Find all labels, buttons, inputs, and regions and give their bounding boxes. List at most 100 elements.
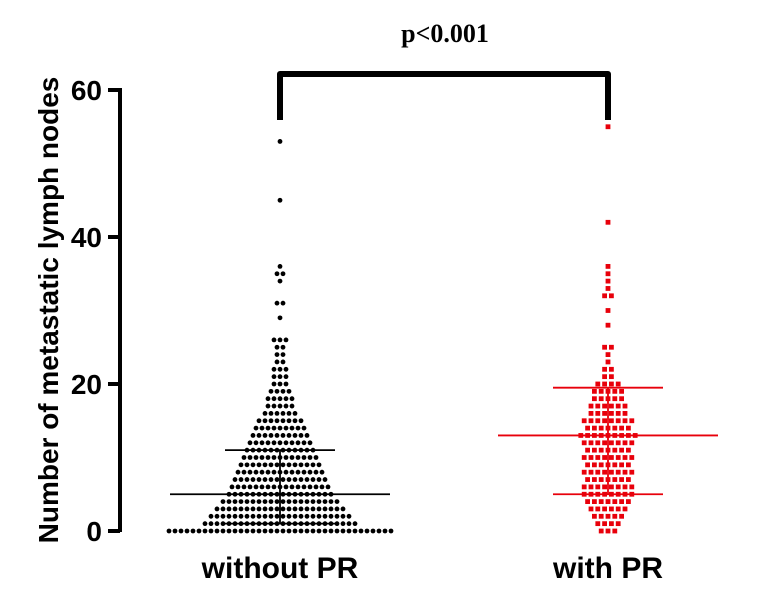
data-point <box>265 403 271 409</box>
data-point <box>581 484 587 490</box>
data-point <box>304 528 310 534</box>
data-point <box>615 455 621 460</box>
data-point <box>304 513 310 519</box>
data-point <box>226 528 232 534</box>
data-point <box>271 484 277 490</box>
data-point <box>274 462 280 468</box>
data-point <box>310 513 316 519</box>
data-point <box>172 528 178 534</box>
data-point <box>274 528 280 534</box>
data-point <box>274 352 280 357</box>
data-point <box>271 403 277 409</box>
data-point <box>286 433 292 438</box>
data-point <box>280 344 286 350</box>
data-point <box>280 506 286 512</box>
data-point <box>220 499 226 504</box>
data-point <box>280 271 286 277</box>
data-point <box>274 300 280 306</box>
data-point <box>283 396 289 402</box>
data-point <box>253 425 259 431</box>
data-point <box>622 469 628 475</box>
data-point <box>605 264 611 269</box>
data-point <box>286 388 292 394</box>
data-point <box>232 513 238 519</box>
data-point <box>619 462 624 468</box>
data-point <box>605 322 611 328</box>
data-point <box>271 381 277 387</box>
data-point <box>283 381 289 387</box>
data-point <box>244 528 250 534</box>
data-point <box>268 477 274 482</box>
data-point <box>271 337 277 343</box>
data-point <box>292 477 298 482</box>
data-point <box>253 484 259 490</box>
data-point <box>307 484 313 490</box>
data-point <box>602 344 607 350</box>
data-point <box>232 506 238 512</box>
data-point <box>605 499 611 504</box>
data-point <box>615 403 621 409</box>
data-point <box>274 411 280 416</box>
data-point <box>592 447 597 453</box>
median-iqr-lines <box>170 386 718 525</box>
data-points <box>166 124 638 534</box>
data-point <box>612 462 618 468</box>
data-point <box>622 403 628 409</box>
data-point <box>346 521 352 527</box>
data-point <box>202 521 208 527</box>
data-point <box>609 506 614 512</box>
data-point <box>274 418 280 424</box>
data-point <box>235 469 241 475</box>
data-point <box>598 528 604 534</box>
data-point <box>592 388 597 394</box>
data-point <box>595 381 601 387</box>
data-point <box>595 484 601 490</box>
data-point <box>322 513 328 519</box>
data-point <box>602 293 607 299</box>
data-point <box>585 499 590 504</box>
data-point <box>316 528 322 534</box>
data-point <box>247 455 253 460</box>
data-point <box>298 506 304 512</box>
data-point <box>619 477 624 482</box>
data-point <box>334 528 340 534</box>
data-point <box>346 513 352 519</box>
data-point <box>220 506 226 512</box>
data-point <box>598 396 604 402</box>
data-point <box>310 499 316 504</box>
data-point <box>277 381 283 387</box>
data-point <box>241 484 247 490</box>
data-point <box>622 506 628 512</box>
data-point <box>612 388 618 394</box>
data-point <box>588 455 594 460</box>
data-point <box>595 418 601 424</box>
data-point <box>184 528 190 534</box>
data-point <box>271 425 277 431</box>
data-point <box>334 499 340 504</box>
data-point <box>268 433 274 438</box>
data-point <box>262 477 268 482</box>
data-point <box>280 359 286 365</box>
data-point <box>598 499 604 504</box>
data-point <box>352 521 358 527</box>
data-point <box>295 484 301 490</box>
data-point <box>605 219 611 225</box>
data-point <box>265 469 271 475</box>
data-point <box>316 477 322 482</box>
data-point <box>262 506 268 512</box>
data-point <box>602 381 607 387</box>
data-point <box>247 469 253 475</box>
data-point <box>316 499 322 504</box>
y-tick-label: 0 <box>86 516 102 547</box>
data-point <box>595 521 601 527</box>
data-point <box>615 484 621 490</box>
data-point <box>280 388 286 394</box>
data-point <box>310 506 316 512</box>
data-point <box>250 506 256 512</box>
data-point <box>256 506 262 512</box>
data-point <box>307 469 313 475</box>
data-point <box>262 499 268 504</box>
data-point <box>595 411 601 416</box>
data-point <box>595 440 601 446</box>
data-point <box>364 528 370 534</box>
